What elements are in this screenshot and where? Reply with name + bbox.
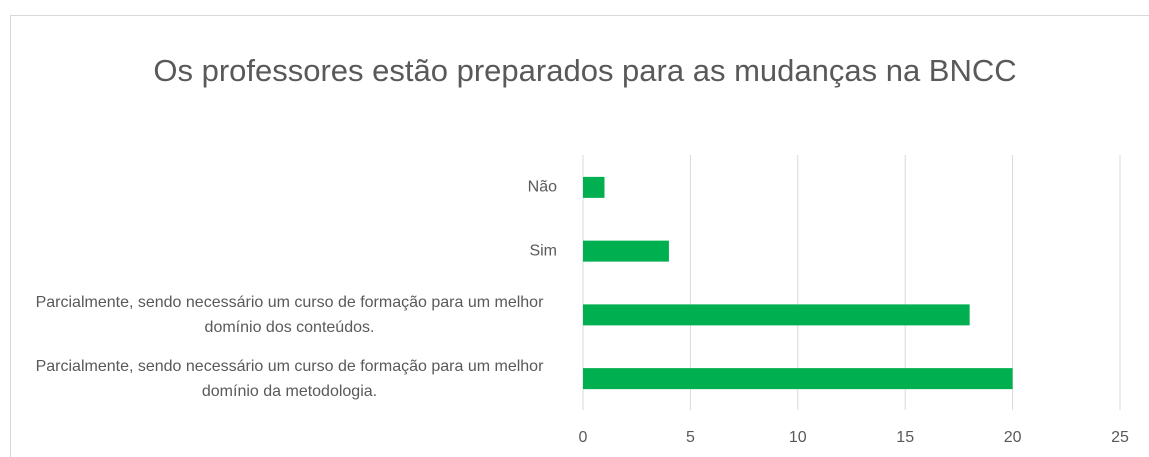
bar — [583, 176, 605, 198]
x-tick-label: 25 — [1111, 429, 1129, 446]
bar — [583, 368, 1013, 390]
y-tick-label: Parcialmente, sendo necessário um curso … — [35, 293, 544, 336]
y-tick-label-box: Não — [528, 175, 557, 200]
y-tick-label: Sim — [529, 242, 557, 260]
x-tick-label: 20 — [1004, 429, 1022, 446]
bar — [583, 240, 669, 262]
x-tick-label: 15 — [896, 429, 914, 446]
chart-border — [10, 15, 1149, 457]
y-tick-label: Não — [527, 178, 557, 196]
y-tick-label: Parcialmente, sendo necessário um curso … — [35, 357, 544, 400]
y-tick-label-box: Sim — [529, 239, 557, 264]
x-tick-label: 0 — [579, 429, 588, 446]
chart-title: Os professores estão preparados para as … — [153, 53, 1017, 88]
x-tick-label: 10 — [789, 429, 807, 446]
y-tick-label-box: Parcialmente, sendo necessário um curso … — [22, 354, 557, 404]
bar — [583, 304, 970, 326]
x-tick-label: 5 — [686, 429, 695, 446]
y-tick-label-box: Parcialmente, sendo necessário um curso … — [22, 290, 557, 340]
